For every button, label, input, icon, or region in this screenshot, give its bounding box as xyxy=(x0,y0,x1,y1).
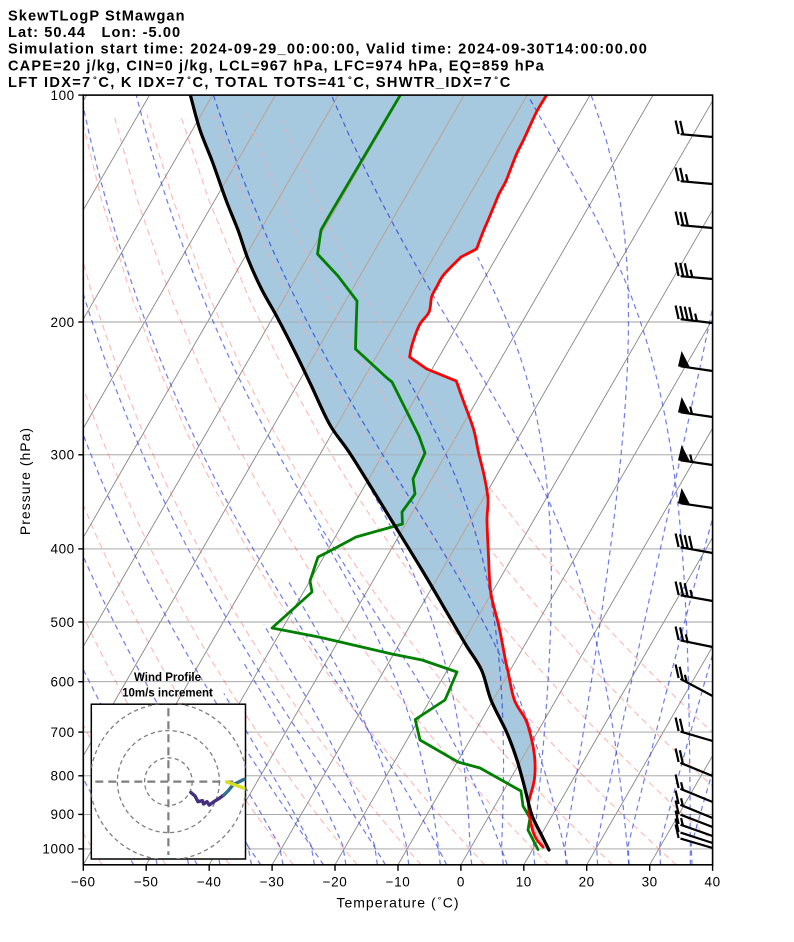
svg-text:CAPE=20 j/kg, CIN=0 j/kg, LCL=: CAPE=20 j/kg, CIN=0 j/kg, LCL=967 hPa, L… xyxy=(8,58,545,74)
svg-text:10m/s increment: 10m/s increment xyxy=(122,688,213,700)
svg-text:200: 200 xyxy=(50,315,74,330)
svg-text:300: 300 xyxy=(50,448,74,463)
svg-text:−10: −10 xyxy=(386,874,411,889)
svg-text:800: 800 xyxy=(50,769,74,784)
svg-text:0: 0 xyxy=(457,874,465,889)
svg-text:20: 20 xyxy=(579,874,595,889)
svg-text:Temperature (°C): Temperature (°C) xyxy=(336,895,459,911)
svg-text:500: 500 xyxy=(50,615,74,630)
svg-text:−40: −40 xyxy=(197,874,222,889)
svg-text:Pressure (hPa): Pressure (hPa) xyxy=(17,427,33,535)
svg-text:400: 400 xyxy=(50,542,74,557)
svg-text:LFT IDX=7°C, K IDX=7°C, TOTAL: LFT IDX=7 °C, K IDX=7 °C, TOTAL TOTS=41 °C,… xyxy=(8,75,512,91)
svg-text:Lat: 50.44 Lon: -5.00: Lat: 50.44 Lon: -5.00 xyxy=(8,25,181,41)
svg-text:−20: −20 xyxy=(323,874,348,889)
svg-text:700: 700 xyxy=(50,725,74,740)
svg-text:SkewTLogP StMawgan: SkewTLogP StMawgan xyxy=(8,9,186,25)
svg-text:Simulation start time: 2024-09: Simulation start time: 2024-09-29_00:00:… xyxy=(8,42,648,58)
svg-text:30: 30 xyxy=(642,874,658,889)
svg-text:Wind Profile: Wind Profile xyxy=(134,672,201,684)
svg-text:900: 900 xyxy=(50,807,74,822)
svg-text:40: 40 xyxy=(704,874,720,889)
svg-text:−50: −50 xyxy=(134,874,159,889)
svg-text:100: 100 xyxy=(50,88,74,103)
svg-text:600: 600 xyxy=(50,675,74,690)
svg-text:1000: 1000 xyxy=(42,842,74,857)
svg-text:−60: −60 xyxy=(71,874,96,889)
svg-text:10: 10 xyxy=(516,874,532,889)
svg-text:−30: −30 xyxy=(260,874,285,889)
